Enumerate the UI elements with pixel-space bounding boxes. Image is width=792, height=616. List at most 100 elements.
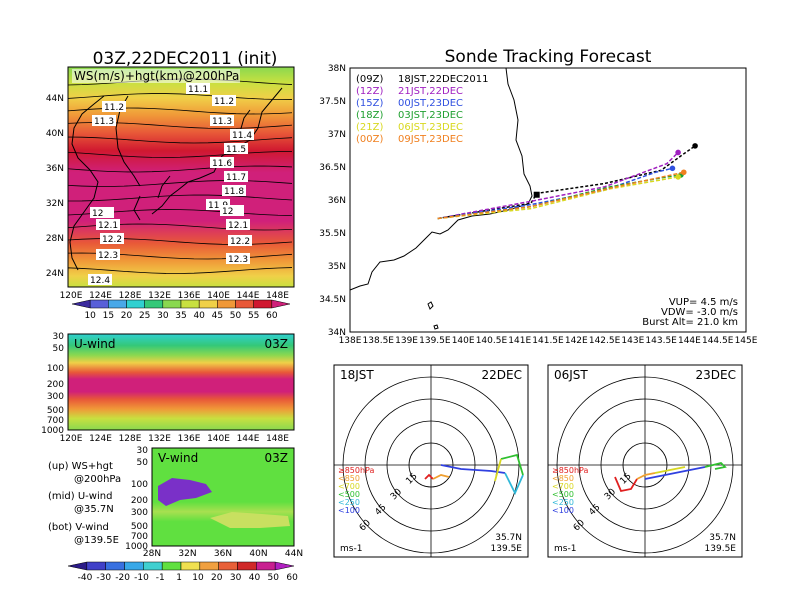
- lat-tick-label: 36N: [214, 549, 232, 559]
- launch-utc: (21Z): [356, 122, 383, 133]
- ws-map-lon-ticks: 120E 124E 128E 132E 136E 140E 144E 148E: [60, 291, 290, 301]
- pressure-tick-label: 700: [131, 532, 148, 542]
- ws-colorbar-cell: [126, 299, 145, 309]
- launch-jst: 03JST,23DEC: [398, 110, 463, 121]
- v-colorbar-label: 20: [211, 573, 223, 583]
- polar-unit: ms-1: [340, 544, 362, 554]
- launch-jst: 18JST,22DEC2011: [398, 74, 488, 85]
- pressure-tick-label: 50: [53, 344, 65, 354]
- v-colorbar-cell: [218, 561, 238, 571]
- height-contour: [67, 151, 293, 158]
- v-colorbar-cell: [124, 561, 144, 571]
- ws-map-lat-ticks: 44N 40N 36N 32N 28N 24N: [46, 94, 64, 279]
- track-line: [437, 151, 679, 220]
- polar-legend-item: <850: [338, 474, 360, 483]
- lat-tick-label: 37.5N: [319, 97, 346, 107]
- lon-tick-label: 143E: [621, 336, 644, 346]
- contour-label: 12.3: [98, 251, 118, 261]
- uwind-frame: [67, 333, 295, 431]
- lon-tick-label: 144E: [237, 291, 260, 301]
- launch-utc: (00Z): [356, 134, 383, 145]
- lat-tick-label: 40N: [46, 129, 64, 139]
- contour-label: 12.1: [228, 221, 248, 231]
- height-contour: [67, 165, 293, 173]
- contour-label-box: [96, 249, 120, 260]
- polar-loc-lat: 35.7N: [709, 533, 736, 543]
- polar-legend-item: <850: [552, 474, 574, 483]
- contour-label: 11.2: [214, 97, 234, 107]
- ws-colorbar-label: 30: [157, 311, 169, 321]
- height-contours: [67, 78, 293, 274]
- ws-map-label: WS(m/s)+hgt(km)@200hPa: [74, 69, 239, 83]
- hodograph-segment: [432, 474, 450, 480]
- pressure-tick-label: 30: [137, 446, 149, 456]
- ws-map: WS(m/s)+hgt(km)@200hPa 44N 40N 36N 32N 28N 24…: [46, 66, 295, 301]
- launch-utc: (18Z): [356, 110, 383, 121]
- polar-unit: ms-1: [554, 544, 576, 554]
- pressure-tick-label: 100: [131, 480, 148, 490]
- lat-tick-label: 36.5N: [319, 163, 346, 173]
- track-line: [437, 171, 684, 220]
- hodograph-segment: [614, 476, 638, 493]
- lat-tick-label: 24N: [46, 269, 64, 279]
- launch-jst: 00JST,23DEC: [398, 98, 463, 109]
- lon-tick-label: 141E: [508, 336, 531, 346]
- note-text: @139.5E: [74, 535, 119, 546]
- contour-label-box: [90, 207, 114, 218]
- ws-colorbar-label: 35: [175, 311, 186, 321]
- forecast-info-line: VUP= 4.5 m/s: [669, 297, 738, 308]
- contour-labels: 11.111.211.311.211.311.411.511.611.711.8…: [88, 83, 254, 286]
- polar-date: 22DEC: [482, 368, 522, 382]
- pressure-tick-label: 50: [137, 458, 149, 468]
- lon-tick-label: 138.5E: [363, 336, 395, 346]
- lat-tick-label: 44N: [285, 549, 303, 559]
- pressure-tick-label: 1000: [41, 426, 64, 436]
- ws-colorbar-cell: [144, 299, 164, 309]
- hodograph-segment: [704, 462, 727, 470]
- lon-tick-label: 136E: [178, 434, 201, 444]
- v-colorbar-cell: [274, 561, 295, 571]
- lon-tick-label: 141.5E: [532, 336, 564, 346]
- pressure-tick-label: 500: [47, 406, 64, 416]
- hodograph-segment: [494, 458, 502, 482]
- uwind-time: 03Z: [265, 337, 289, 351]
- contour-label-box: [212, 95, 236, 106]
- launch-utc: (09Z): [356, 74, 383, 85]
- lat-tick-label: 34.5N: [319, 295, 346, 305]
- height-contour: [67, 223, 293, 231]
- ws-colorbar-label: 55: [248, 311, 259, 321]
- v-colorbar-cell: [199, 561, 219, 571]
- hodograph-segment: [424, 473, 434, 480]
- contour-label-box: [222, 185, 246, 196]
- v-colorbar-label: -40: [78, 573, 93, 583]
- height-contour: [67, 194, 293, 202]
- lon-tick-label: 120E: [60, 434, 83, 444]
- forecast-lat-ticks: 38N 37.5N 37N 36.5N 36N 35.5N 35N 34.5N 34N: [319, 64, 346, 338]
- lat-tick-label: 40N: [249, 549, 267, 559]
- ws-colorbar-cell: [162, 299, 182, 309]
- v-colorbar-label: -10: [134, 573, 149, 583]
- lon-tick-label: 144E: [678, 336, 701, 346]
- note-text: @35.7N: [74, 504, 114, 515]
- launch-jst: 09JST,23DEC: [398, 134, 463, 145]
- launch-jst: 21JST,22DEC: [398, 86, 463, 97]
- lon-tick-label: 132E: [148, 291, 171, 301]
- lon-tick-label: 140E: [207, 291, 230, 301]
- contour-label-box: [96, 219, 120, 230]
- contour-label: 11.9: [208, 201, 228, 211]
- v-colorbar-label: -1: [156, 573, 165, 583]
- polar-loc-lon: 139.5E: [491, 544, 523, 554]
- contour-label: 12.1: [98, 221, 118, 231]
- lon-tick-label: 124E: [89, 434, 112, 444]
- polar-legend-item: ≥850hPa: [338, 466, 375, 475]
- lon-tick-label: 144E: [237, 434, 260, 444]
- forecast-tracks: [437, 143, 698, 220]
- contour-label: 11.5: [226, 145, 246, 155]
- lat-tick-label: 34N: [328, 328, 346, 338]
- polar-legend-item: <100: [338, 506, 360, 515]
- polar-time: 06JST: [554, 368, 588, 382]
- height-contour: [67, 107, 293, 115]
